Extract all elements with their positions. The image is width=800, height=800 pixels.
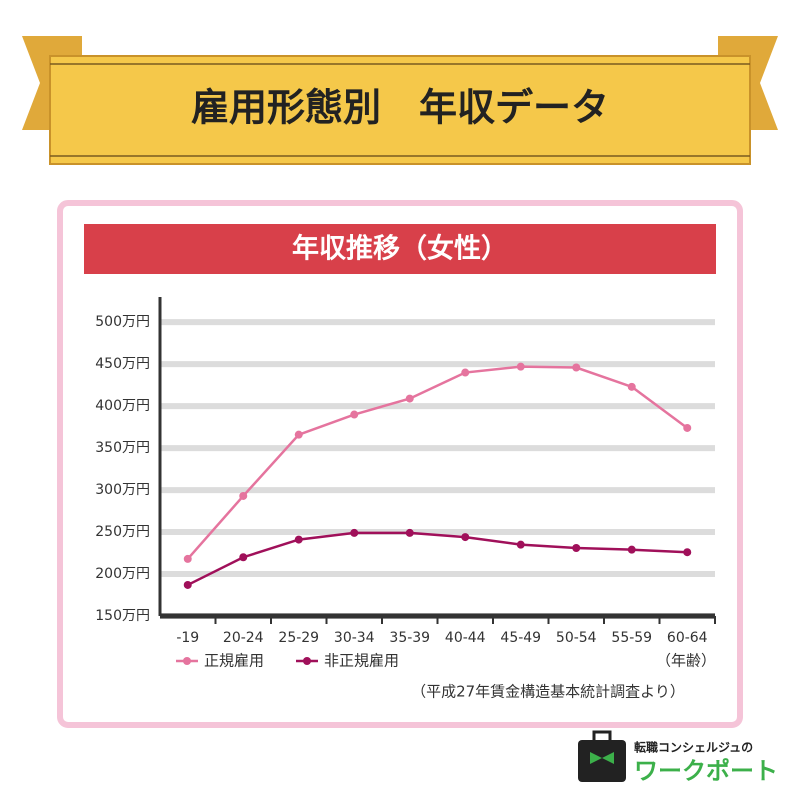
data-point <box>405 394 414 403</box>
x-tick-label: 25-29 <box>278 630 319 646</box>
legend-label: 正規雇用 <box>204 652 264 670</box>
x-tick-label: -19 <box>176 630 199 646</box>
data-point <box>461 533 470 542</box>
y-tick-label: 150万円 <box>95 608 150 624</box>
x-tick-label: 30-34 <box>334 630 375 646</box>
x-tick-label: 45-49 <box>500 630 541 646</box>
card <box>57 200 743 728</box>
x-tick-label: 60-64 <box>667 630 708 646</box>
data-point <box>683 423 692 432</box>
y-tick-label: 250万円 <box>95 524 150 540</box>
header-title: 雇用形態別 年収データ <box>191 86 609 130</box>
source-note: （平成27年賃金構造基本統計調査より） <box>411 683 685 701</box>
legend-marker <box>303 657 311 665</box>
chart-title-band <box>84 224 716 274</box>
y-tick-label: 350万円 <box>95 440 150 456</box>
y-tick-label: 450万円 <box>95 356 150 372</box>
data-point <box>239 553 248 562</box>
data-point <box>239 491 248 500</box>
data-point <box>627 545 636 554</box>
data-point <box>294 430 303 439</box>
plot: 150万円 200万円 250万円 300万円 350万円 400万円 450万円 500万円… <box>95 297 716 670</box>
chart-title: 年収推移（女性） <box>292 233 508 265</box>
x-axis-label: （年齢） <box>656 652 716 670</box>
x-tick-label: 40-44 <box>445 630 486 646</box>
y-tick-label: 300万円 <box>95 482 150 498</box>
series-line <box>186 365 688 560</box>
y-tick-label: 500万円 <box>95 314 150 330</box>
legend-label: 非正規雇用 <box>324 652 399 670</box>
data-point <box>183 554 192 563</box>
y-tick-label: 400万円 <box>95 398 150 414</box>
data-point <box>350 410 359 419</box>
series-line <box>187 531 688 587</box>
x-tick-label: 20-24 <box>223 630 264 646</box>
data-point <box>461 368 470 377</box>
legend-marker <box>183 657 191 665</box>
data-point <box>350 528 359 537</box>
data-point <box>294 535 303 544</box>
data-point <box>683 548 692 557</box>
data-point <box>183 580 192 589</box>
data-point <box>572 544 581 553</box>
data-point <box>516 540 525 549</box>
y-tick-label: 200万円 <box>95 566 150 582</box>
data-point <box>572 363 581 372</box>
header-ribbon: 雇用形態別 年収データ <box>22 36 778 165</box>
x-tick-label: 50-54 <box>556 630 597 646</box>
logo-tagline: 転職コンシェルジュの <box>634 740 753 755</box>
data-point <box>516 362 525 371</box>
logo: 転職コンシェルジュの ワークポート <box>578 730 778 785</box>
x-tick-label: 55-59 <box>611 630 652 646</box>
logo-name: ワークポート <box>634 757 778 785</box>
data-point <box>627 382 636 391</box>
x-tick-label: 35-39 <box>389 630 430 646</box>
data-point <box>405 528 414 537</box>
